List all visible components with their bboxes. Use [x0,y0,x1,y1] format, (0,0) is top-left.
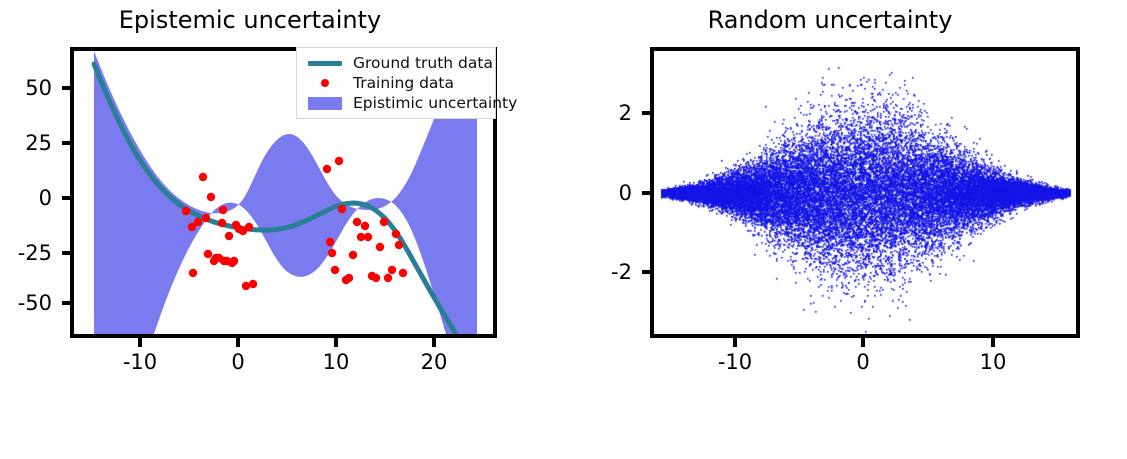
y-tick-label: 25 [25,131,52,155]
panel-random: Random uncertainty 2 0 -2 -10 0 10 [580,0,1127,380]
x-tick-mark [861,338,865,347]
x-tick-mark [991,338,995,347]
y-tick-mark [62,86,71,90]
y-tick-label: -50 [17,291,52,315]
training-data-points [181,156,408,291]
y-tick-mark [642,270,651,274]
legend-label: Epistimic uncertainty [353,94,518,112]
y-tick-mark [642,111,651,115]
x-tick-mark [733,338,737,347]
y-tick-mark [62,141,71,145]
epistemic-legend[interactable]: Ground truth data Training data Epistimi… [296,47,517,119]
y-tick-label: 50 [25,76,52,100]
random-scatter-canvas [654,51,1076,334]
panel-random-title: Random uncertainty [707,6,953,34]
panel-epistemic-title: Epistemic uncertainty [118,6,382,34]
legend-label: Ground truth data [353,54,493,72]
epistemic-plot-svg [91,51,477,334]
x-tick-label: 10 [979,350,1007,374]
y-tick-label: 0 [618,181,632,205]
x-tick-label: 10 [322,350,350,374]
patch-swatch-icon [305,96,345,110]
x-tick-mark [432,338,436,347]
ground-truth-curve [91,61,459,334]
y-tick-label: 0 [38,186,52,210]
x-tick-label: 0 [231,350,245,374]
random-axes [650,47,1080,338]
y-tick-label: 2 [618,101,632,125]
legend-label: Training data [353,74,454,92]
y-tick-label: -25 [17,241,52,265]
x-tick-label: -10 [122,350,158,374]
legend-entry-epistemic-uncertainty[interactable]: Epistimic uncertainty [305,93,517,113]
line-swatch-icon [305,60,345,66]
x-tick-mark [138,338,142,347]
legend-entry-ground-truth[interactable]: Ground truth data [305,53,493,73]
uncertainty-band [94,51,477,334]
y-tick-mark [62,251,71,255]
legend-entry-training-data[interactable]: Training data [305,73,487,93]
y-tick-mark [62,301,71,305]
y-tick-label: -2 [611,260,632,284]
dot-swatch-icon [305,79,345,87]
x-tick-label: 20 [420,350,448,374]
y-tick-mark [62,196,71,200]
panel-epistemic: Epistemic uncertainty 50 25 0 -25 -50 -1… [0,0,520,380]
x-tick-mark [236,338,240,347]
x-tick-label: 0 [856,350,870,374]
x-tick-mark [334,338,338,347]
x-tick-label: -10 [717,350,753,374]
y-tick-mark [642,191,651,195]
